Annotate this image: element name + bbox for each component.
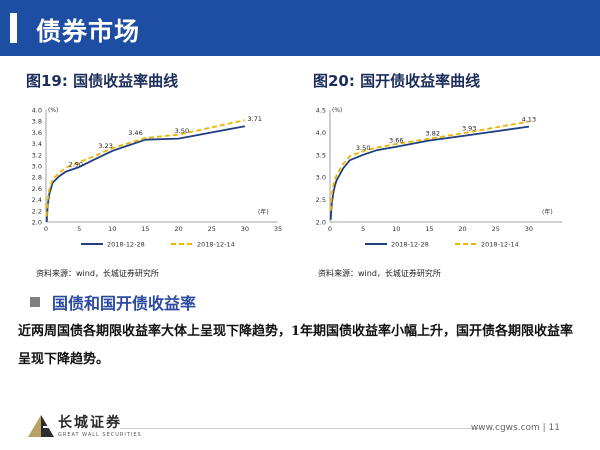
x-tick-label: 35 [274, 225, 282, 233]
data-label: 3.66 [389, 137, 403, 145]
great-wall-logo-icon [28, 415, 54, 437]
x-tick-label: 5 [361, 225, 365, 233]
data-label: 3.82 [426, 129, 440, 137]
x-tick-label: 20 [174, 225, 182, 233]
x-axis-label: (年) [258, 208, 269, 216]
y-tick-label: 3.4 [32, 140, 42, 148]
y-tick-label: 3.0 [32, 163, 42, 171]
bullet-square-icon [30, 297, 40, 307]
data-label: 3.71 [248, 115, 262, 123]
x-tick-label: 0 [44, 225, 48, 233]
data-label: 3.50 [175, 127, 189, 135]
series-line-2018-12-28 [329, 125, 530, 220]
header-accent-bar [10, 13, 17, 43]
series-line-2018-12-14 [45, 119, 246, 217]
x-tick-label: 25 [492, 225, 500, 233]
data-label: 3.23 [98, 142, 112, 150]
figure-19-source: 资料来源：wind，长城证券研究所 [36, 269, 159, 278]
x-tick-label: 30 [241, 225, 249, 233]
footer-divider [120, 428, 480, 429]
y-tick-label: 2.0 [316, 219, 326, 227]
x-tick-label: 25 [208, 225, 216, 233]
x-tick-label: 10 [108, 225, 116, 233]
page-title: 债券市场 [36, 17, 141, 46]
figure-20-caption: 图20: 国开债收益率曲线 [313, 72, 481, 90]
y-tick-label: 3.8 [32, 118, 42, 126]
data-label: 3.46 [128, 129, 142, 137]
series-line-2018-12-14 [329, 120, 530, 211]
section-heading-text: 国债和国开债收益率 [52, 294, 197, 313]
figure-20-source: 资料来源：wind，长城证券研究所 [318, 269, 441, 278]
x-tick-label: 5 [77, 225, 81, 233]
y-tick-label: 2.0 [32, 219, 42, 227]
legend-label: 2018-12-28 [107, 241, 145, 249]
x-axis-label: (年) [542, 208, 553, 216]
page-info: www.cgws.com | 11 [470, 423, 560, 433]
legend-label: 2018-12-28 [391, 241, 429, 249]
legend-label: 2018-12-14 [197, 241, 235, 249]
figure-19-caption: 图19: 国债收益率曲线 [26, 72, 179, 90]
y-tick-label: 2.4 [32, 196, 42, 204]
y-tick-label: 2.5 [316, 196, 326, 204]
x-tick-label: 30 [525, 225, 533, 233]
y-tick-label: 3.0 [316, 174, 326, 182]
x-tick-label: 0 [328, 225, 332, 233]
series-line-2018-12-28 [45, 125, 246, 223]
y-tick-label: 3.5 [316, 151, 326, 159]
y-axis-label: (%) [332, 107, 342, 114]
y-tick-label: 2.2 [32, 207, 42, 215]
y-tick-label: 3.6 [32, 129, 42, 137]
treasury-yield-chart: 2.0 2.2 2.4 2.6 2.8 3.0 3.2 3.4 3.6 3.8 4.0 0 5 10 15 2… [32, 107, 282, 249]
y-tick-label: 2.6 [32, 185, 42, 193]
y-tick-label: 4.0 [316, 129, 326, 137]
data-label: 3.50 [356, 144, 370, 152]
cdb-yield-chart: 2.0 2.5 3.0 3.5 4.0 4.5 0 5 10 15 20 25 30 (%) (年) 3.50… [316, 107, 562, 249]
company-logo: 长城证券 GREAT WALL SECURITIES [28, 412, 142, 438]
y-axis-label: (%) [48, 107, 58, 114]
data-label: 4.13 [522, 116, 536, 124]
y-tick-label: 2.8 [32, 174, 42, 182]
x-tick-label: 15 [141, 225, 149, 233]
y-tick-label: 4.5 [316, 107, 326, 115]
x-tick-label: 10 [392, 225, 400, 233]
data-label: 3.93 [462, 125, 476, 133]
data-label: 2.90 [69, 161, 83, 169]
section-heading: 国债和国开债收益率 [30, 290, 196, 314]
y-tick-label: 3.2 [32, 151, 42, 159]
x-tick-label: 15 [425, 225, 433, 233]
company-name-cn: 长城证券 [58, 415, 122, 431]
company-name-en: GREAT WALL SECURITIES [58, 432, 142, 438]
page-header: 债券市场 [0, 0, 600, 56]
body-paragraph: 近两周国债各期限收益率大体上呈现下降趋势，1年期国债收益率小幅上升，国开债各期限… [18, 324, 574, 367]
legend-label: 2018-12-14 [481, 241, 519, 249]
x-tick-label: 20 [458, 225, 466, 233]
y-tick-label: 4.0 [32, 107, 42, 115]
